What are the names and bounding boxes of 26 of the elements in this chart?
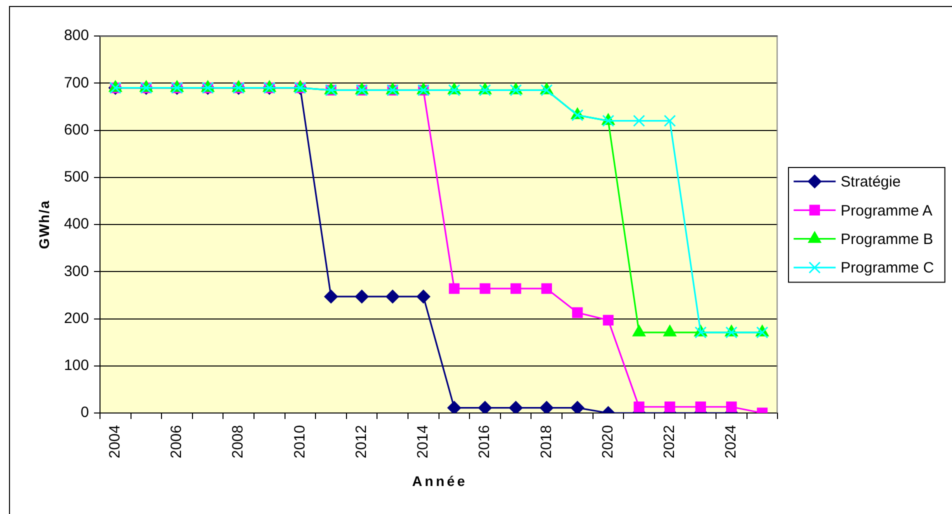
y-tick-label: 0	[80, 404, 89, 422]
x-tick-label: 2004	[106, 425, 124, 458]
x-tick-label: 2018	[538, 425, 555, 458]
y-tick-label: 600	[64, 121, 89, 138]
y-tick-label: 100	[64, 357, 89, 374]
y-tick-label: 500	[64, 168, 89, 186]
x-tick-label: 2006	[168, 425, 186, 458]
x-tick-label: 2014	[414, 425, 432, 458]
y-tick-label: 200	[64, 310, 89, 327]
x-tick-label: 2016	[476, 425, 494, 458]
legend-label: Programme C	[840, 260, 934, 277]
x-tick-label: 2020	[599, 425, 616, 458]
legend-label: Programme A	[840, 202, 932, 220]
x-axis-title: Année	[412, 472, 468, 489]
x-tick-label: 2012	[352, 425, 370, 458]
y-axis-title: GWh/a	[36, 200, 52, 250]
legend-label: Programme B	[840, 230, 934, 248]
x-tick-label: 2022	[660, 425, 678, 458]
y-tick-label: 400	[64, 216, 89, 233]
y-tick-label: 300	[64, 262, 89, 280]
x-tick-label: 2010	[291, 425, 308, 458]
x-tick-label: 2008	[230, 425, 247, 458]
legend-label: Stratégie	[840, 174, 901, 191]
y-tick-label: 700	[64, 74, 89, 92]
y-tick-label: 800	[64, 27, 89, 44]
x-tick-label: 2024	[722, 425, 740, 458]
